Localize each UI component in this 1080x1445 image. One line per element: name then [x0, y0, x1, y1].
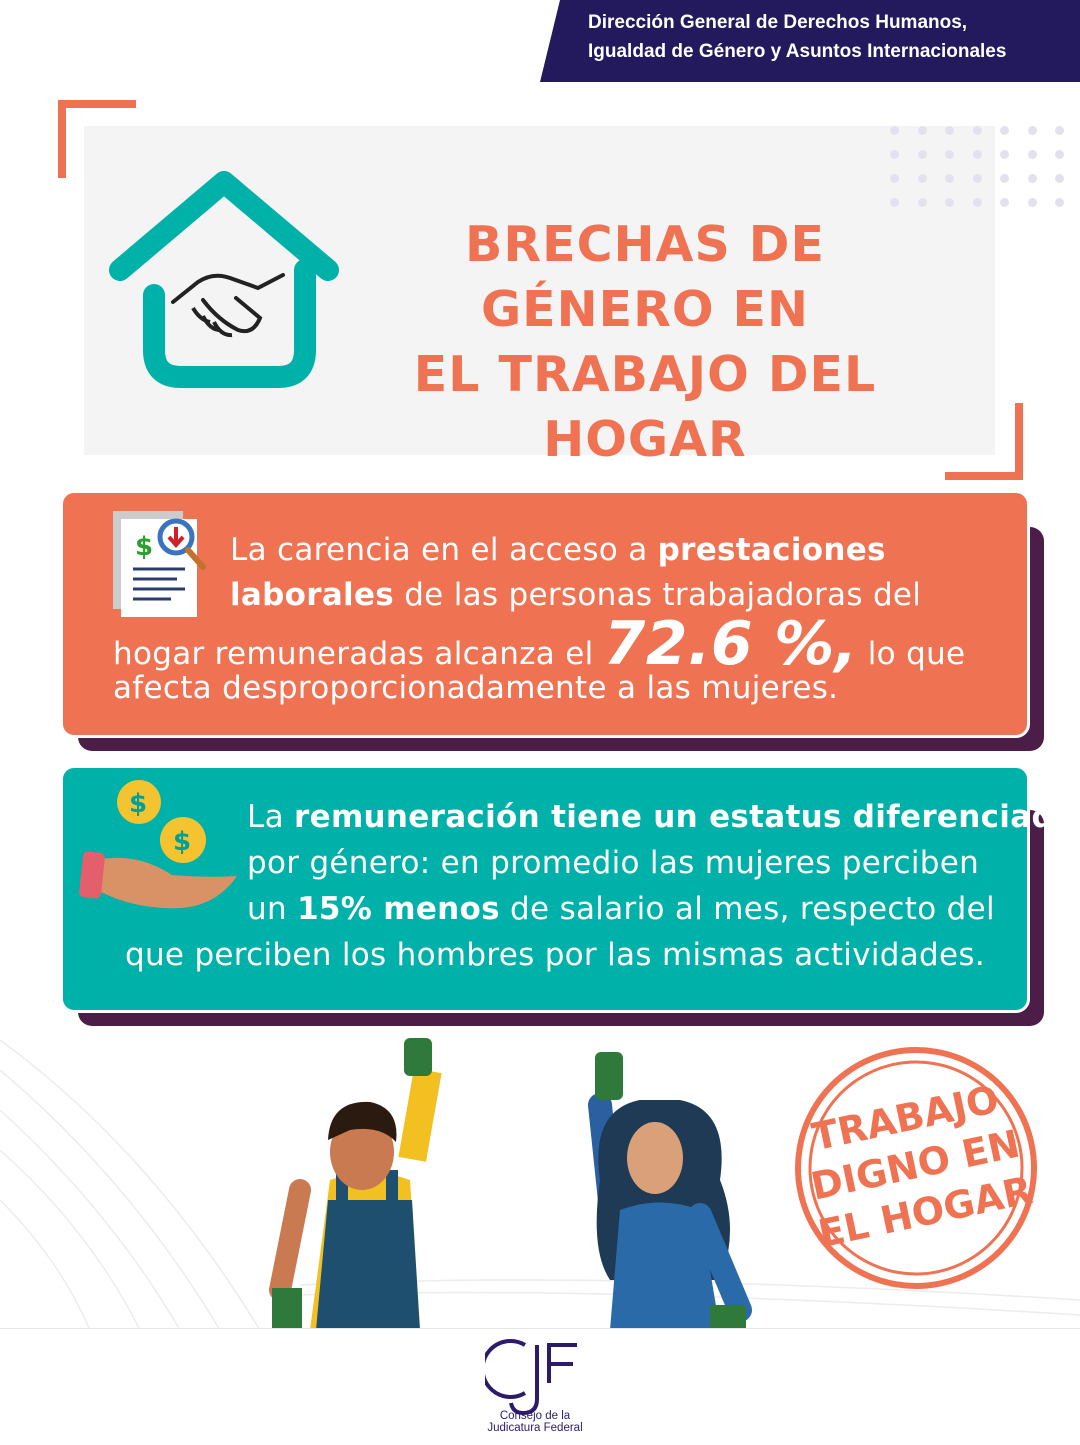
dot	[1000, 174, 1009, 183]
dot	[972, 150, 982, 159]
text: de salario al mes, respecto del	[499, 891, 995, 927]
svg-text:$: $	[129, 789, 147, 819]
dot	[890, 126, 899, 135]
dot	[972, 198, 982, 207]
woman-figure	[588, 1052, 752, 1330]
dot	[917, 198, 927, 207]
dot	[1000, 126, 1009, 135]
logo-text: Consejo de la Judicatura Federal	[440, 1410, 630, 1434]
dot	[945, 174, 954, 183]
corner-bracket-bottom-v	[1015, 403, 1023, 480]
dot	[1055, 150, 1064, 159]
dot	[890, 174, 899, 183]
footer: Consejo de la Judicatura Federal	[0, 1328, 1080, 1445]
house-handshake-icon	[109, 171, 339, 388]
dot	[945, 150, 954, 159]
dot	[1000, 150, 1009, 159]
text: de las personas trabajadoras del	[394, 577, 922, 613]
dot	[1027, 198, 1037, 207]
highlight-labor: laborales	[230, 577, 395, 613]
dot	[1000, 198, 1009, 207]
card-2-line-1: La remuneración tiene un estatus diferen…	[247, 794, 1076, 840]
dot	[945, 126, 954, 135]
dot-grid-decoration	[890, 126, 1065, 211]
card-2-line-3: un 15% menos de salario al mes, respecto…	[247, 886, 995, 932]
salary-card: $ $ La remuneración tiene un estatus dif…	[60, 765, 1075, 1013]
highlight-benefits: prestaciones	[657, 532, 886, 568]
dot	[917, 150, 927, 159]
card-1-line-4: afecta desproporcionadamente a las mujer…	[113, 670, 839, 706]
logo-line-1: Consejo de la	[499, 1410, 571, 1422]
header-line-1: Dirección General de Derechos Humanos,	[588, 12, 968, 33]
title-line-1: BRECHAS DE GÉNERO EN	[465, 216, 825, 338]
dot	[1027, 126, 1037, 135]
dot	[1027, 150, 1037, 159]
dot	[972, 174, 982, 183]
man-figure	[269, 1038, 442, 1330]
document-search-icon: $	[113, 511, 206, 617]
dot	[917, 126, 927, 135]
stat-value: 15% menos	[297, 891, 500, 927]
hand-coins-icon: $ $	[79, 780, 237, 909]
text: La	[247, 799, 295, 835]
page-title: BRECHAS DE GÉNERO EN EL TRABAJO DEL HOGA…	[340, 212, 950, 472]
logo-line-2: Judicatura Federal	[487, 1422, 583, 1434]
dot	[972, 126, 982, 135]
card-2-line-4: que perciben los hombres por las mismas …	[125, 937, 986, 973]
dot	[1055, 174, 1064, 183]
header-banner: Dirección General de Derechos Humanos, I…	[540, 0, 1080, 82]
corner-bracket-top	[58, 100, 136, 108]
card-1-line-1: La carencia en el acceso a prestaciones	[230, 527, 886, 573]
highlight-remuneration: remuneración tiene un estatus diferencia…	[294, 799, 1076, 835]
text: un	[247, 891, 298, 927]
stamp-badge: TRABAJO DIGNO EN EL HOGAR	[795, 1047, 1037, 1289]
cjf-logo	[485, 1339, 577, 1416]
benefits-card: $ La carencia en el acceso a prestacione…	[60, 490, 1030, 738]
corner-bracket-bottom	[945, 472, 1023, 480]
dot	[917, 174, 927, 183]
text: lo que	[857, 636, 966, 672]
dot	[890, 150, 899, 159]
svg-text:$: $	[135, 532, 153, 562]
title-line-2: EL TRABAJO DEL HOGAR	[413, 346, 877, 468]
card-1-line-2: laborales de las personas trabajadoras d…	[230, 572, 921, 618]
dot	[1027, 174, 1037, 183]
header-line-2: Igualdad de Género y Asuntos Internacion…	[588, 41, 1007, 62]
svg-text:$: $	[173, 827, 191, 857]
dot	[945, 198, 954, 207]
dot	[1055, 126, 1064, 135]
stat-value: 72.6 %,	[603, 609, 858, 679]
dot	[1055, 198, 1064, 207]
corner-bracket-top-v	[58, 100, 66, 178]
card-2-line-2: por género: en promedio las mujeres perc…	[247, 845, 980, 881]
dot	[890, 198, 899, 207]
text: hogar remuneradas alcanza el	[113, 636, 604, 672]
workers-illustration: TRABAJO DIGNO EN EL HOGAR	[0, 1038, 1080, 1330]
text: La carencia en el acceso a	[230, 532, 658, 568]
card-1-line-3: hogar remuneradas alcanza el 72.6 %, lo …	[113, 609, 965, 689]
